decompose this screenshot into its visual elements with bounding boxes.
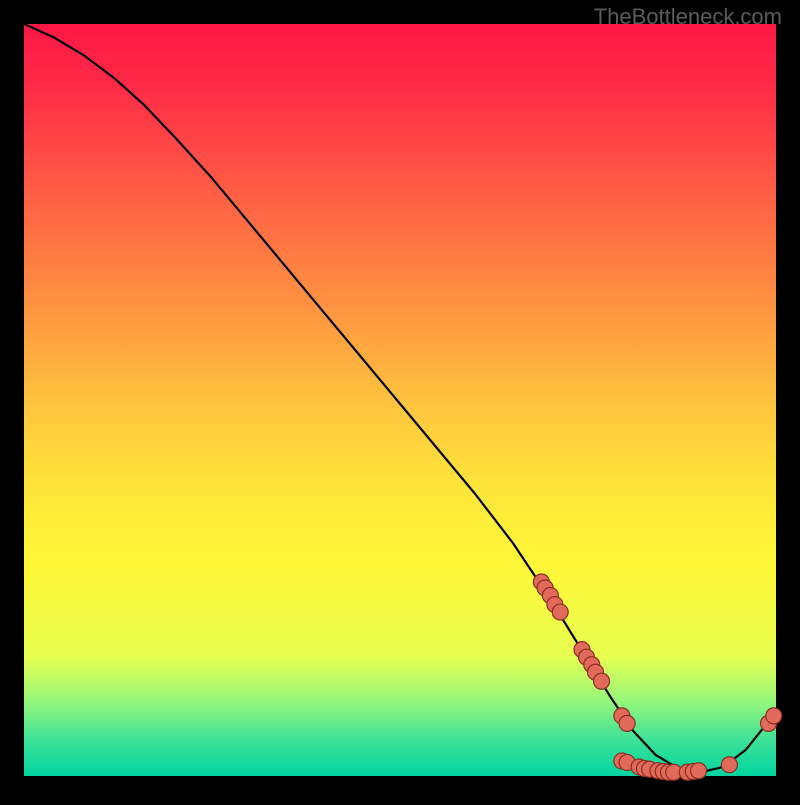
data-marker: [619, 715, 635, 731]
data-marker: [721, 757, 737, 773]
plot-area: [24, 24, 776, 776]
watermark-text: TheBottleneck.com: [594, 4, 782, 30]
chart-svg: [0, 0, 800, 800]
data-marker: [691, 763, 707, 779]
data-marker: [766, 708, 782, 724]
data-marker: [594, 673, 610, 689]
data-marker: [552, 604, 568, 620]
bottleneck-chart: [0, 0, 800, 800]
